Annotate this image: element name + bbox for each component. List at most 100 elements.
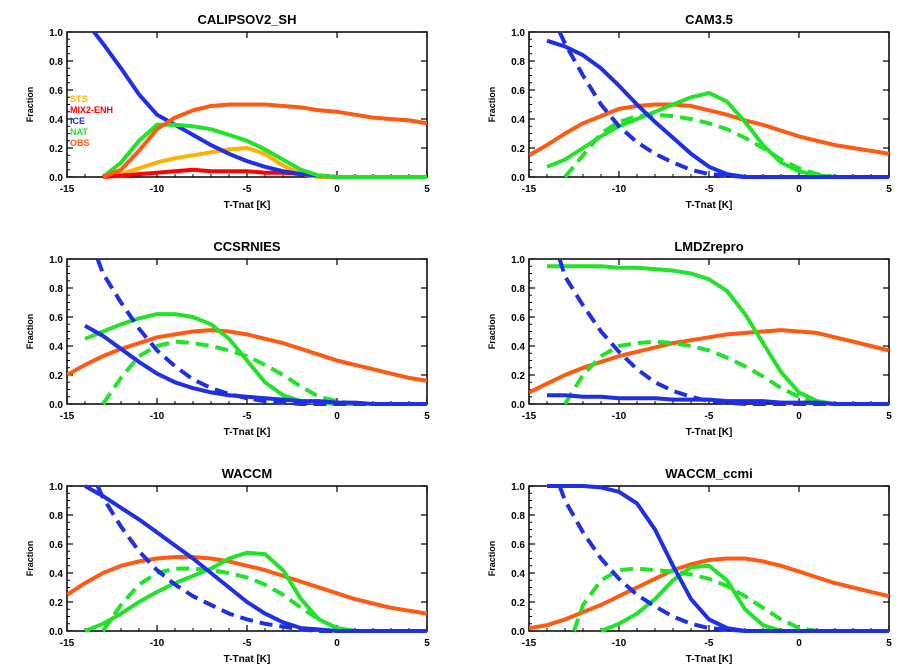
panel-title: CALIPSOV2_SH: [198, 12, 297, 27]
y-axis-label: Fraction: [487, 87, 497, 123]
series-group: [529, 484, 889, 633]
x-axis-label: T-Tnat [K]: [224, 654, 271, 665]
y-tick-label: 1.0: [49, 482, 63, 493]
x-tick-label: -15: [522, 411, 537, 422]
y-tick-label: 0.8: [49, 57, 63, 68]
y-tick-label: 1.0: [511, 482, 525, 493]
series-line-dashed: [572, 566, 818, 633]
series-line: [84, 550, 356, 633]
x-tick-label: 5: [424, 411, 430, 422]
x-tick-label: -15: [60, 638, 75, 649]
series-group: [92, 30, 427, 179]
x-tick-label: -5: [243, 411, 252, 422]
x-tick-label: 0: [334, 638, 340, 649]
chart-panel: WACCM_ccmi -15 -10 -5 0 5 0.0 0.2 0.4 0.6 0.8 1.0 T-…: [487, 466, 892, 665]
legend-entry: OBS: [70, 138, 90, 148]
x-tick-label: 5: [886, 638, 892, 649]
series-line: [529, 328, 889, 395]
series-line: [529, 102, 889, 158]
x-tick-label: 0: [796, 184, 802, 195]
series-group: [67, 484, 427, 633]
x-tick-label: -10: [150, 184, 165, 195]
series-line-dashed: [563, 112, 836, 179]
series-line-dashed: [101, 566, 356, 633]
y-tick-label: 1.0: [49, 255, 63, 266]
x-tick-label: -15: [60, 411, 75, 422]
y-tick-label: 0.0: [511, 400, 525, 411]
series-line-dashed: [557, 31, 889, 179]
series-group: [67, 258, 427, 406]
y-tick-label: 0.4: [49, 115, 63, 126]
x-axis-label: T-Tnat [K]: [686, 200, 733, 211]
y-tick-label: 0.2: [511, 371, 525, 382]
y-tick-label: 0.8: [511, 57, 525, 68]
y-tick-label: 0.6: [511, 86, 525, 97]
y-tick-label: 0.2: [511, 598, 525, 609]
series-line: [92, 30, 427, 179]
x-tick-label: 5: [424, 638, 430, 649]
legend-entry: STS: [70, 94, 88, 104]
y-tick-label: 0.4: [49, 569, 63, 580]
series-line: [529, 556, 889, 631]
y-tick-label: 0.8: [511, 511, 525, 522]
y-tick-label: 0.6: [511, 540, 525, 551]
series-line: [84, 484, 427, 633]
y-axis-label: Fraction: [25, 87, 35, 123]
y-tick-label: 0.4: [49, 342, 63, 353]
y-axis-label: Fraction: [487, 541, 497, 577]
y-tick-label: 1.0: [511, 255, 525, 266]
chart-panel: WACCM -15 -10 -5 0 5 0.0 0.2 0.4 0.6 0.8 1.0 T-Tnat …: [25, 466, 430, 665]
series-line: [546, 90, 853, 179]
x-tick-label: 0: [796, 411, 802, 422]
y-axis-label: Fraction: [25, 541, 35, 577]
x-tick-label: -10: [612, 184, 627, 195]
y-tick-label: 0.6: [511, 313, 525, 324]
y-tick-label: 0.0: [49, 400, 63, 411]
series-line: [102, 102, 427, 179]
series-line: [84, 323, 427, 406]
y-axis-label: Fraction: [487, 314, 497, 350]
y-tick-label: 0.8: [49, 511, 63, 522]
series-line-dashed: [563, 339, 836, 406]
y-tick-label: 0.6: [49, 86, 63, 97]
y-tick-label: 0.0: [511, 627, 525, 638]
y-tick-label: 0.6: [49, 540, 63, 551]
x-tick-label: -10: [612, 411, 627, 422]
x-tick-label: 5: [886, 411, 892, 422]
y-tick-label: 0.0: [49, 173, 63, 184]
series-line-dashed: [101, 339, 356, 406]
series-line-dashed: [557, 485, 889, 633]
series-line: [600, 563, 799, 633]
series-line-dashed: [95, 258, 427, 406]
x-tick-label: -5: [243, 184, 252, 195]
series-group: [529, 258, 889, 406]
x-tick-label: -15: [60, 184, 75, 195]
y-tick-label: 0.8: [511, 284, 525, 295]
x-tick-label: -15: [522, 638, 537, 649]
y-tick-label: 0.2: [49, 598, 63, 609]
x-tick-label: 0: [334, 184, 340, 195]
series-line-dashed: [557, 258, 889, 406]
y-tick-label: 0.6: [49, 313, 63, 324]
y-axis-label: Fraction: [25, 314, 35, 350]
x-tick-label: -15: [522, 184, 537, 195]
x-tick-label: 0: [334, 411, 340, 422]
chart-panel: CAM3.5 -15 -10 -5 0 5 0.0 0.2 0.4 0.6 0.8 1.0 T-Tnat…: [487, 12, 892, 211]
x-tick-label: -5: [705, 184, 714, 195]
x-tick-label: 5: [424, 184, 430, 195]
y-tick-label: 0.8: [49, 284, 63, 295]
x-tick-label: -5: [705, 638, 714, 649]
y-tick-label: 0.0: [49, 627, 63, 638]
series-line-dashed: [95, 485, 427, 633]
x-axis-label: T-Tnat [K]: [224, 200, 271, 211]
y-tick-label: 0.2: [511, 144, 525, 155]
y-tick-label: 0.2: [49, 371, 63, 382]
x-tick-label: -5: [705, 411, 714, 422]
y-tick-label: 1.0: [511, 28, 525, 39]
plot-frame: [66, 258, 428, 405]
series-line: [547, 264, 853, 406]
panel-title: WACCM: [222, 466, 273, 481]
chart-panel: LMDZrepro -15 -10 -5 0 5 0.0 0.2 0.4 0.6 0.8 1.0 T-T…: [487, 239, 892, 438]
legend-entry: MIX2-ENH: [70, 105, 113, 115]
